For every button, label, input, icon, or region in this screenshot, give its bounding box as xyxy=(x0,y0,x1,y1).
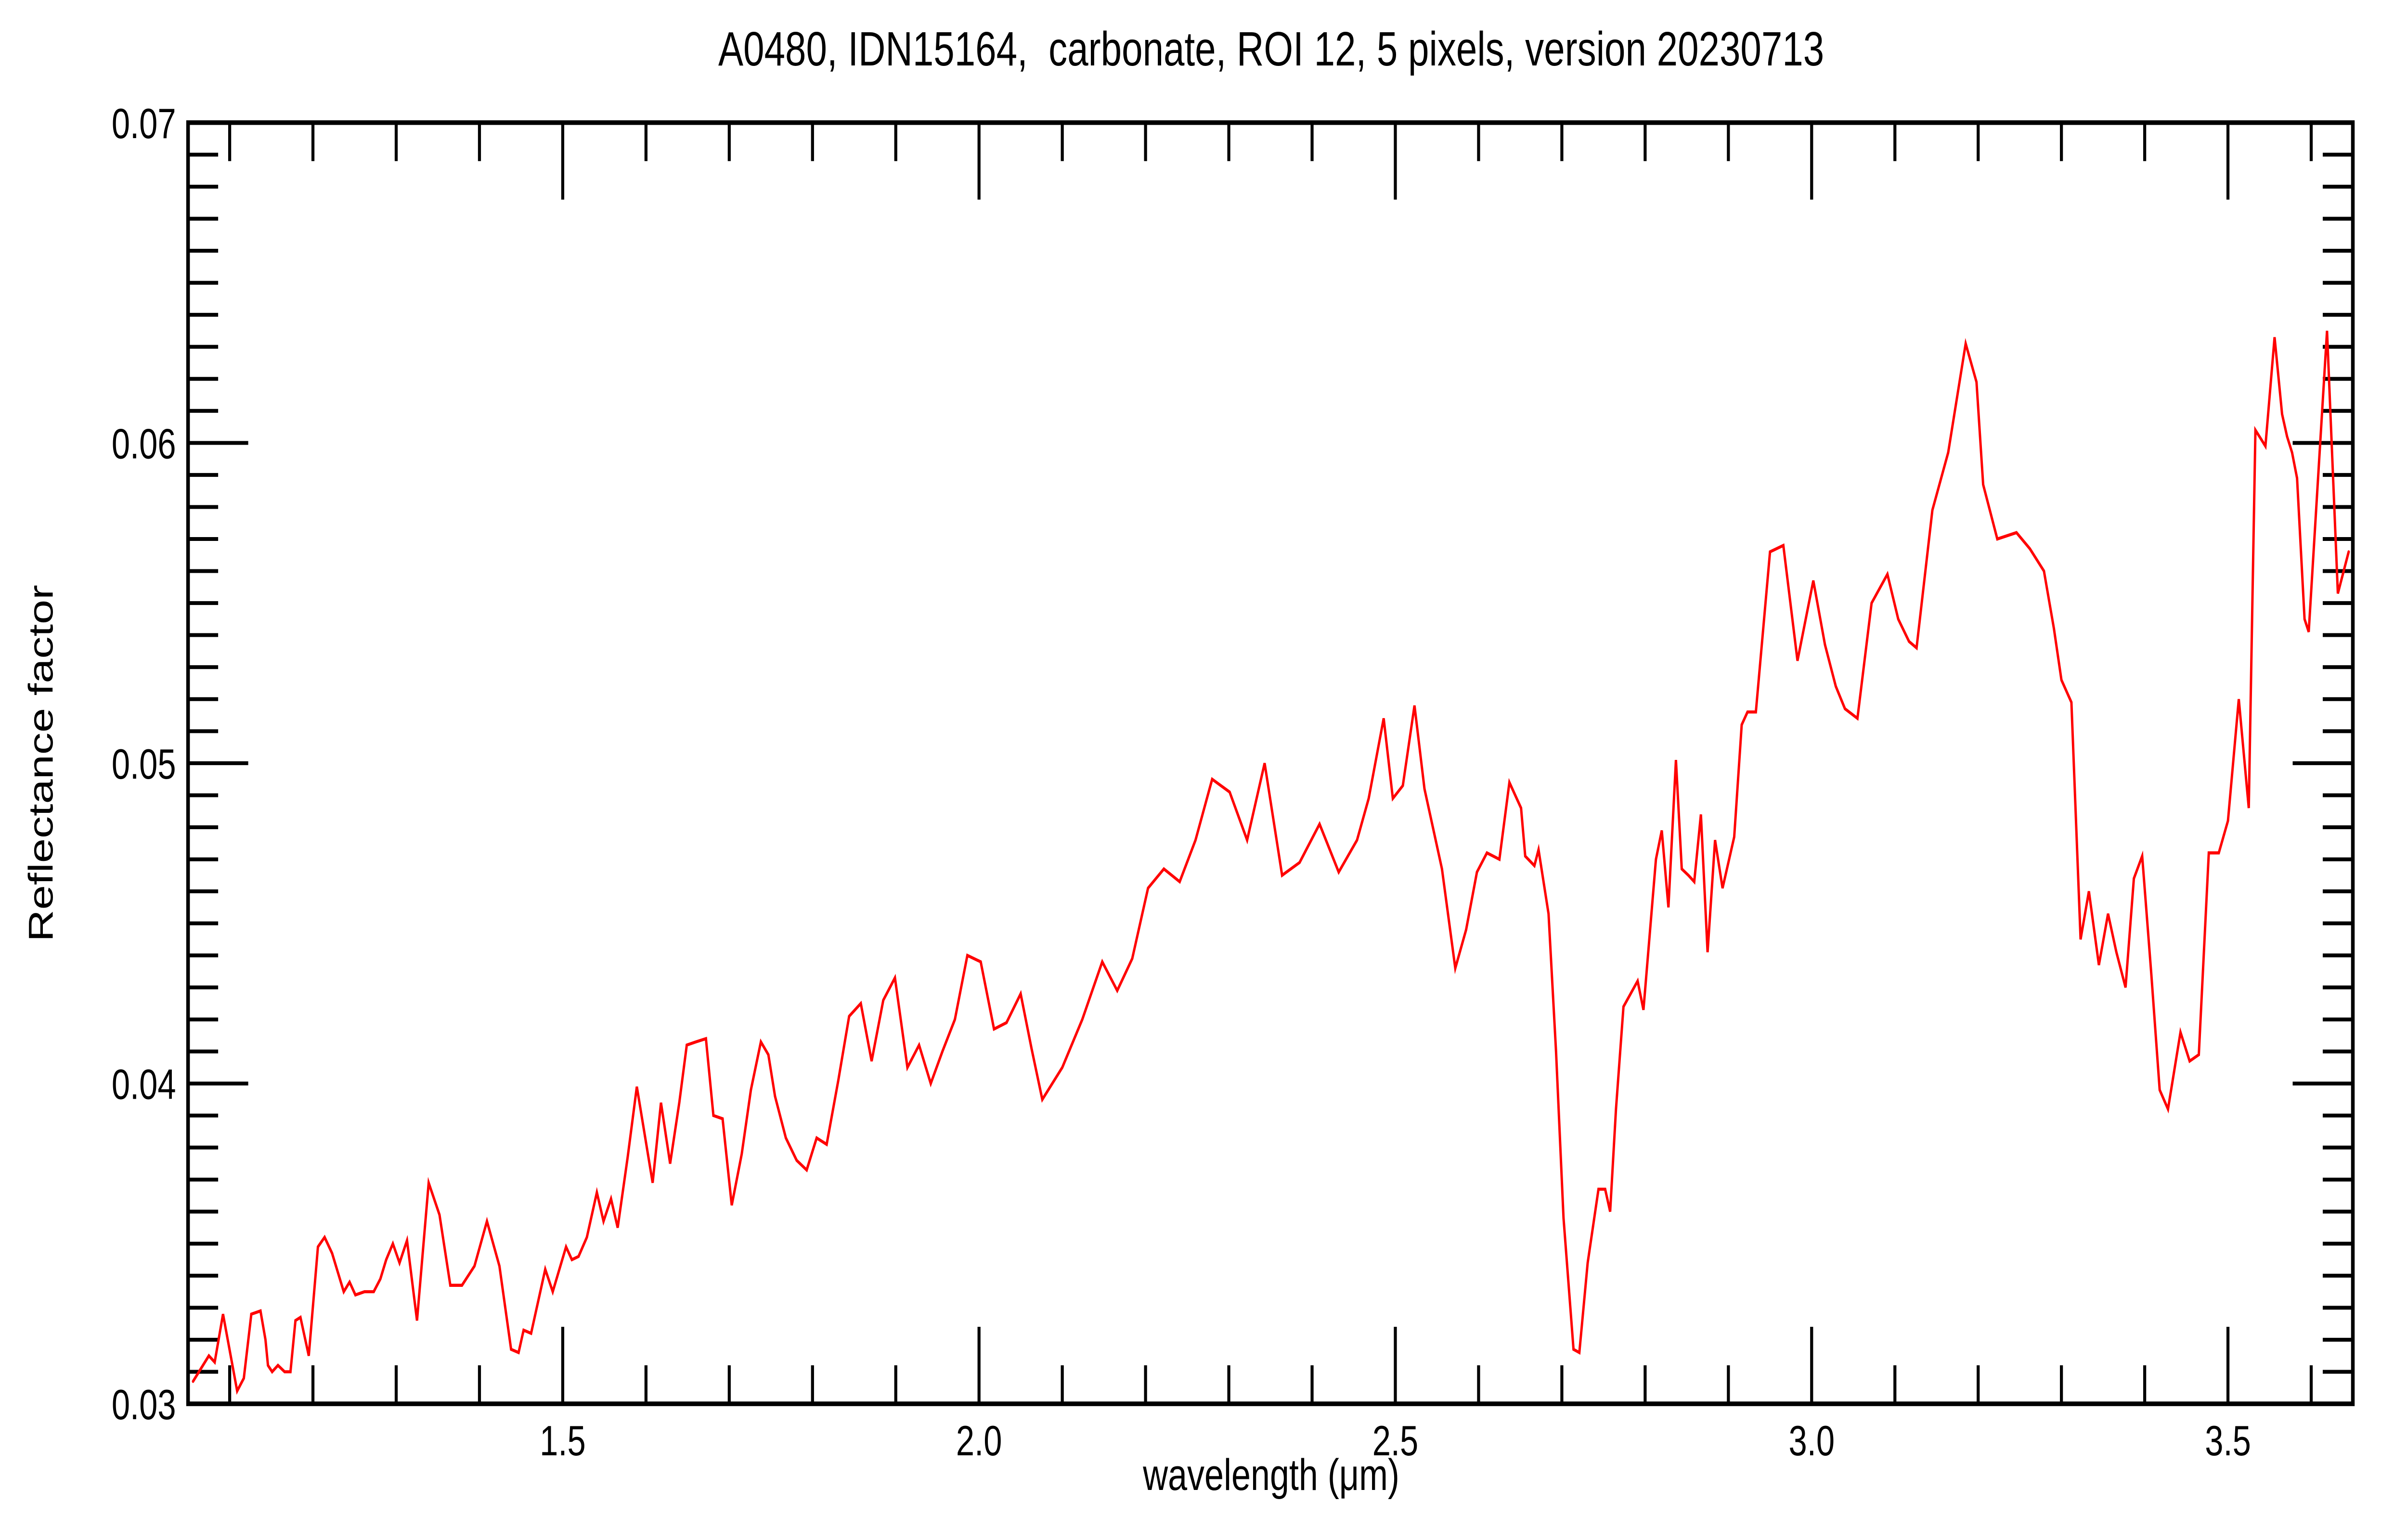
x-axis-label: wavelength (μm) xyxy=(1142,1450,1399,1500)
y-axis-label: Reflectance factor xyxy=(22,585,60,941)
chart-title: A0480, IDN15164, carbonate, ROI 12, 5 pi… xyxy=(718,23,1824,76)
plot-area: 1.5 2.0 2.5 3.0 3.5 0.03 0.04 0.05 0.06 0.07 xyxy=(112,100,2355,1464)
x-tick-label: 3.0 xyxy=(1788,1417,1835,1464)
plot-frame xyxy=(186,120,2355,1406)
y-tick-label: 0.07 xyxy=(112,100,176,147)
y-tick-label: 0.04 xyxy=(112,1061,176,1108)
y-tick-label: 0.03 xyxy=(112,1381,176,1428)
x-tick-label: 2.5 xyxy=(1372,1417,1419,1464)
x-tick-label: 1.5 xyxy=(540,1417,586,1464)
y-tick-label: 0.06 xyxy=(112,420,176,467)
x-tick-label: 2.0 xyxy=(956,1417,1002,1464)
spectrum-line xyxy=(192,331,2350,1395)
x-tick-label: 3.5 xyxy=(2205,1417,2251,1464)
y-tick-label: 0.05 xyxy=(112,741,176,788)
